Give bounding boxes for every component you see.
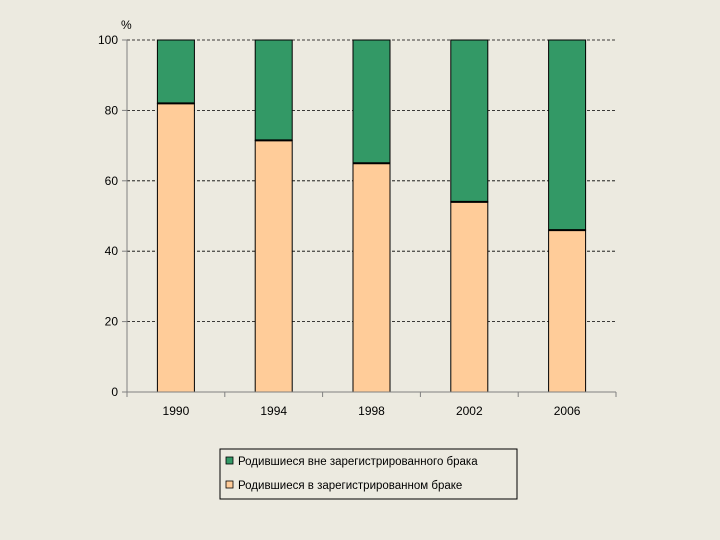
bar-1994-outside-marriage — [254, 39, 293, 141]
grid-lines — [127, 39, 616, 323]
y-tick-labels: 0 20 40 60 80 100 — [98, 33, 118, 399]
legend: Родившиеся вне зарегистрированного брака… — [219, 448, 518, 500]
y-tick-label-40: 40 — [105, 244, 119, 258]
y-tick-label-0: 0 — [111, 385, 118, 399]
x-tick-label-2002: 2002 — [456, 404, 483, 418]
bar-1990-in-marriage — [156, 102, 195, 393]
bar-2002-in-marriage — [450, 201, 489, 393]
bar-1990-outside-marriage — [156, 39, 195, 104]
legend-swatch-outside-marriage — [225, 456, 234, 465]
bar-1998-in-marriage — [352, 162, 391, 393]
bar-2002-outside-marriage — [450, 39, 489, 203]
y-tick-label-20: 20 — [105, 315, 119, 329]
x-tick-label-2006: 2006 — [554, 404, 581, 418]
bar-2006-in-marriage — [548, 229, 587, 393]
legend-label-outside-marriage: Родившиеся вне зарегистрированного брака — [238, 456, 478, 468]
x-tick-labels: 1990 1994 1998 2002 2006 — [163, 404, 581, 418]
legend-label-in-marriage: Родившиеся в зарегистрированном браке — [238, 480, 462, 492]
bar-2006-outside-marriage — [548, 39, 587, 231]
x-tick-label-1994: 1994 — [260, 404, 287, 418]
x-tick-label-1998: 1998 — [358, 404, 385, 418]
x-tick-label-1990: 1990 — [163, 404, 190, 418]
y-axis-label: % — [121, 18, 132, 32]
legend-swatch-in-marriage — [225, 480, 234, 489]
bars — [156, 39, 587, 393]
axes — [122, 39, 617, 397]
y-tick-label-60: 60 — [105, 174, 119, 188]
legend-box — [219, 448, 518, 500]
bar-1994-in-marriage — [254, 139, 293, 393]
y-tick-label-100: 100 — [98, 33, 118, 47]
bar-1998-outside-marriage — [352, 39, 391, 164]
y-tick-label-80: 80 — [105, 103, 119, 117]
